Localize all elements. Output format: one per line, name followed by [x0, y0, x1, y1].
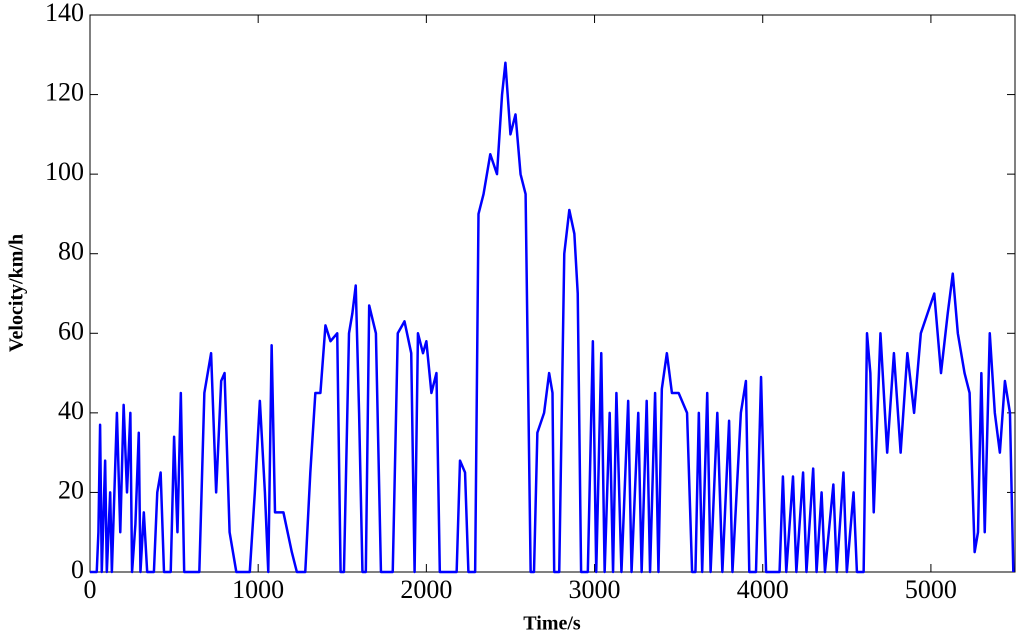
- x-tick-label: 2000: [400, 575, 452, 604]
- y-tick-label: 0: [71, 555, 84, 584]
- x-axis-label: Time/s: [523, 613, 581, 635]
- x-tick-label: 1000: [232, 575, 284, 604]
- y-tick-label: 40: [58, 396, 84, 425]
- x-tick-label: 4000: [737, 575, 789, 604]
- y-tick-label: 20: [58, 475, 84, 504]
- y-tick-label: 140: [45, 0, 84, 27]
- plot-frame: [89, 14, 1016, 573]
- y-tick-label: 100: [45, 157, 84, 186]
- y-tick-label: 60: [58, 316, 84, 345]
- x-tick-label: 5000: [905, 575, 957, 604]
- velocity-line: [90, 61, 1015, 574]
- x-tick-label: 0: [84, 575, 97, 604]
- y-tick-label: 80: [58, 237, 84, 266]
- y-tick-label: 120: [45, 78, 84, 107]
- y-axis-label: Velocity/km/h: [6, 234, 28, 352]
- x-tick-label: 3000: [569, 575, 621, 604]
